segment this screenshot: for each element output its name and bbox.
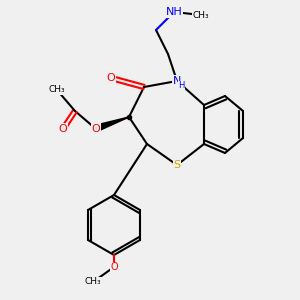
Text: CH₃: CH₃ xyxy=(85,278,101,286)
Text: O: O xyxy=(92,124,100,134)
Text: S: S xyxy=(173,160,181,170)
Text: H: H xyxy=(178,81,185,90)
Text: O: O xyxy=(58,124,68,134)
Text: CH₃: CH₃ xyxy=(193,11,209,20)
Text: O: O xyxy=(106,73,116,83)
Polygon shape xyxy=(94,117,129,131)
Text: O: O xyxy=(110,262,118,272)
Text: N: N xyxy=(173,76,181,86)
Text: CH₃: CH₃ xyxy=(49,85,65,94)
Text: NH: NH xyxy=(166,7,182,17)
